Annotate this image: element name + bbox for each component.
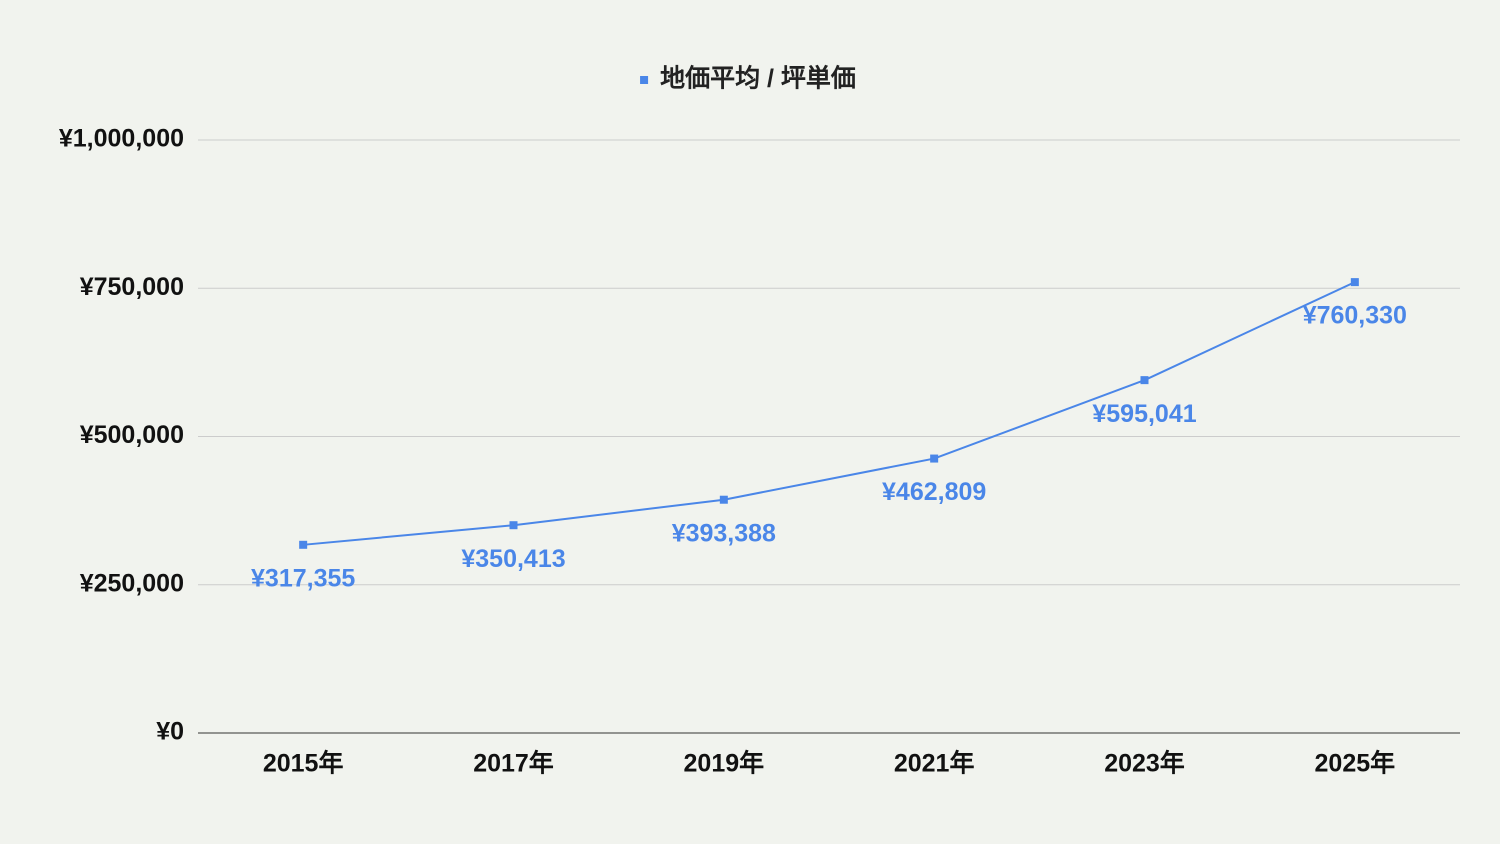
data-label: ¥317,355 [251,564,355,592]
x-tick-label: 2015年 [263,749,344,778]
x-tick-label: 2025年 [1315,749,1396,778]
data-label: ¥462,809 [882,478,986,506]
data-label: ¥595,041 [1092,400,1196,428]
y-tick-label: ¥250,000 [80,569,184,597]
legend-label: 地価平均 / 坪単価 [660,64,856,93]
x-tick-label: 2019年 [684,749,765,778]
x-tick-label: 2023年 [1104,749,1185,778]
data-label: ¥760,330 [1303,302,1407,330]
y-tick-label: ¥750,000 [80,273,184,301]
line [303,281,1356,546]
y-tick-label: ¥500,000 [80,421,184,449]
point [1350,278,1359,287]
legend-marker [640,76,649,84]
x-tick-label: 2017年 [473,749,554,778]
point [1140,376,1149,385]
point [719,495,728,504]
point [930,454,939,463]
y-tick-label: ¥0 [156,718,184,746]
point [509,521,518,530]
point [299,540,308,549]
data-label: ¥393,388 [672,519,776,547]
x-tick-label: 2021年 [894,749,975,778]
data-label: ¥350,413 [461,545,565,573]
y-tick-label: ¥1,000,000 [59,125,184,153]
